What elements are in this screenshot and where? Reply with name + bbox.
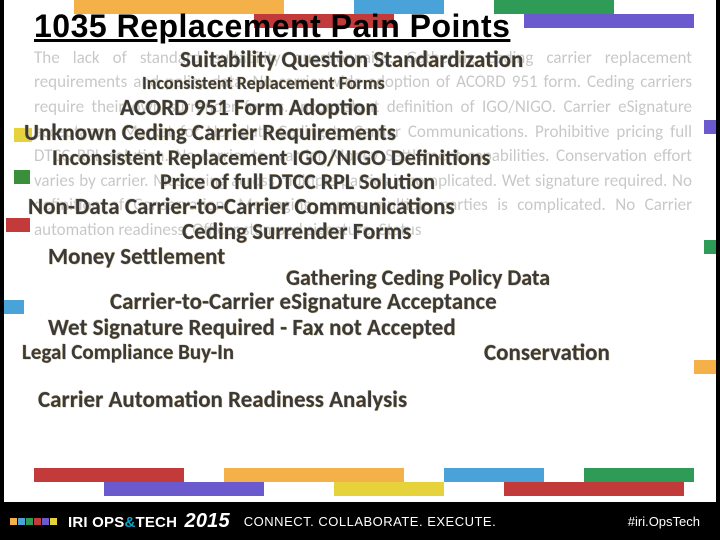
pain-point: Ceding Surrender Forms <box>182 218 411 246</box>
logo-square <box>10 518 17 525</box>
brand-iri: IRI <box>68 514 88 531</box>
pain-point: Inconsistent Replacement Forms <box>142 72 385 94</box>
edge-right <box>716 0 720 540</box>
brand-ops: OPS <box>92 514 124 531</box>
pain-point: Unknown Ceding Carrier Requirements <box>24 119 396 147</box>
pain-point: Conservation <box>484 339 610 367</box>
pain-point: ACORD 951 Form Adoption <box>120 94 378 122</box>
pain-point: Legal Compliance Buy-In <box>22 339 234 365</box>
stripe <box>4 300 24 314</box>
pain-point: Carrier Automation Readiness Analysis <box>38 386 407 414</box>
logo-square <box>42 518 49 525</box>
pain-point: Non-Data Carrier-to-Carrier Communicatio… <box>28 193 455 221</box>
body: The lack of standard suitability questio… <box>34 46 692 243</box>
stripe <box>704 240 716 254</box>
logo-square <box>18 518 25 525</box>
stripe <box>14 170 30 184</box>
logo-square <box>50 518 57 525</box>
logo-square <box>26 518 33 525</box>
slide-title: 1035 Replacement Pain Points <box>34 10 692 44</box>
iri-logo-icon <box>10 518 58 525</box>
pain-point: Carrier-to-Carrier eSignature Acceptance <box>110 288 497 316</box>
pain-point: Price of full DTCC RPL Solution <box>160 168 435 195</box>
logo-square <box>34 518 41 525</box>
pain-point: Inconsistent Replacement IGO/NIGO Defini… <box>52 144 490 171</box>
stripe <box>704 120 716 134</box>
pain-point: Suitability Question Standardization <box>180 46 523 74</box>
pain-point: Money Settlement <box>48 243 225 271</box>
pain-point: Wet Signature Required - Fax not Accepte… <box>48 314 456 342</box>
footer-brand: IRI OPS&TECH 2015 <box>68 510 230 533</box>
footer-hashtag: #iri.OpsTech <box>628 514 700 529</box>
slide: 1035 Replacement Pain Points The lack of… <box>0 0 720 540</box>
content-area: 1035 Replacement Pain Points The lack of… <box>34 10 692 494</box>
footer: IRI OPS&TECH 2015 CONNECT. COLLABORATE. … <box>0 502 720 540</box>
stripe <box>694 360 716 374</box>
stripe <box>6 218 30 232</box>
brand-tech: TECH <box>135 514 177 531</box>
brand-amp: & <box>124 514 135 531</box>
brand-year: 2015 <box>185 510 230 532</box>
pain-point: Gathering Ceding Policy Data <box>286 264 550 291</box>
footer-tagline: CONNECT. COLLABORATE. EXECUTE. <box>244 514 496 529</box>
